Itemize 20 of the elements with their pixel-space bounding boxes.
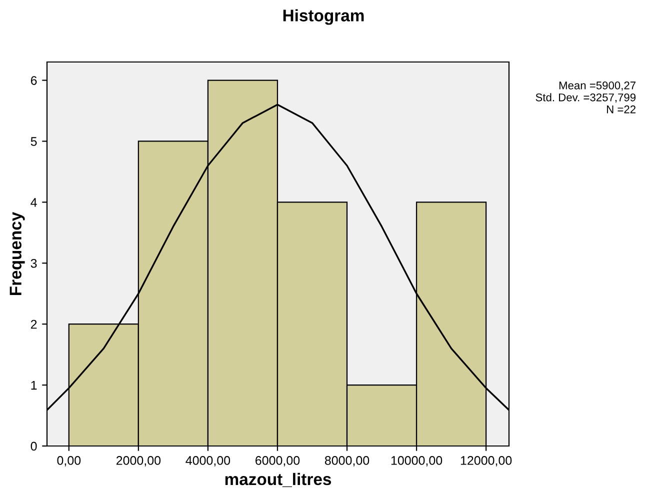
y-axis-title: Frequency (10, 212, 25, 296)
x-tick-label: 12000,00 (460, 456, 512, 466)
x-tick-label: 0,00 (57, 456, 81, 466)
y-tick-label: 0 (30, 442, 37, 451)
y-tick-label: 5 (30, 137, 37, 146)
x-axis-title: mazout_litres (225, 472, 332, 488)
x-tick-label: 2000,00 (116, 456, 161, 466)
y-tick-label: 2 (30, 320, 37, 329)
x-tick-label: 8000,00 (324, 456, 370, 466)
y-tick-label: 3 (30, 258, 37, 268)
text: Mean =5900,27 (559, 81, 636, 91)
x-tick-label: 10000,00 (391, 456, 442, 466)
x-tick-label: 6000,00 (256, 456, 300, 466)
text: Std. Dev. =3257,799 (536, 93, 636, 103)
y-tick-label: 1 (31, 380, 37, 390)
text: N =22 (607, 105, 636, 114)
chart-title: Histogram (283, 9, 364, 25)
x-tick-label: 4000,00 (186, 456, 230, 466)
y-tick-label: 6 (30, 76, 37, 85)
y-tick-label: 4 (30, 198, 37, 207)
